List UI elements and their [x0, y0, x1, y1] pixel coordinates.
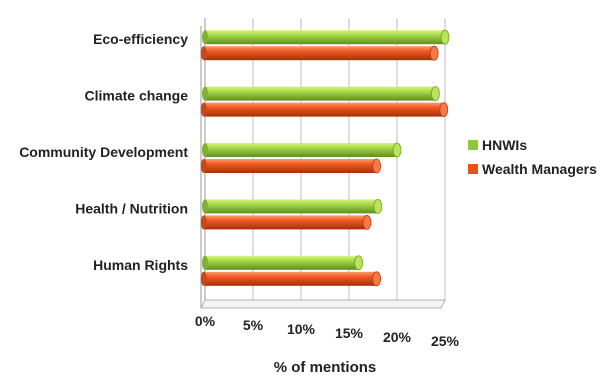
- bar-hnwis-community-development: [202, 142, 402, 158]
- bar-wealth-managers-eco-efficiency: [200, 45, 439, 61]
- category-label-climate-change: Climate change: [85, 88, 189, 104]
- x-tick-label-2: 10%: [287, 321, 316, 337]
- category-labels: Eco-efficiency Climate change Community De…: [19, 31, 188, 273]
- x-axis-ticks: 0% 5% 10% 15% 20% 25%: [195, 313, 460, 349]
- x-tick-label-3: 15%: [335, 325, 364, 341]
- bar-hnwis-health-nutrition: [202, 198, 383, 214]
- bar-hnwis-climate-change: [202, 86, 440, 101]
- legend-item-hnwis: HNWIs: [468, 137, 527, 153]
- legend: HNWIs Wealth Managers: [468, 137, 597, 177]
- bar-hnwis-human-rights: [202, 255, 364, 271]
- plot-area: [200, 18, 450, 309]
- legend-swatch-hnwis: [468, 140, 478, 150]
- chart-floor: [200, 299, 446, 309]
- legend-label-hnwis: HNWIs: [482, 137, 527, 153]
- x-tick-label-0: 0%: [195, 313, 216, 329]
- x-tick-label-4: 20%: [383, 329, 412, 345]
- x-axis-title: % of mentions: [274, 359, 377, 376]
- bar-wealth-managers-health-nutrition: [200, 214, 372, 230]
- legend-item-wealth-managers: Wealth Managers: [468, 161, 597, 177]
- x-tick-label-5: 25%: [431, 333, 460, 349]
- x-tick-label-1: 5%: [243, 317, 264, 333]
- category-label-community-development: Community Development: [19, 144, 188, 160]
- bar-wealth-managers-human-rights: [200, 271, 382, 287]
- legend-swatch-wealth-managers: [468, 164, 478, 174]
- bar-hnwis-eco-efficiency: [202, 29, 450, 45]
- category-label-eco-efficiency: Eco-efficiency: [93, 31, 188, 47]
- category-label-health-nutrition: Health / Nutrition: [75, 200, 188, 216]
- legend-label-wealth-managers: Wealth Managers: [482, 161, 597, 177]
- bar-wealth-managers-climate-change: [200, 102, 449, 117]
- bar-wealth-managers-community-development: [200, 158, 382, 174]
- category-label-human-rights: Human Rights: [93, 257, 188, 273]
